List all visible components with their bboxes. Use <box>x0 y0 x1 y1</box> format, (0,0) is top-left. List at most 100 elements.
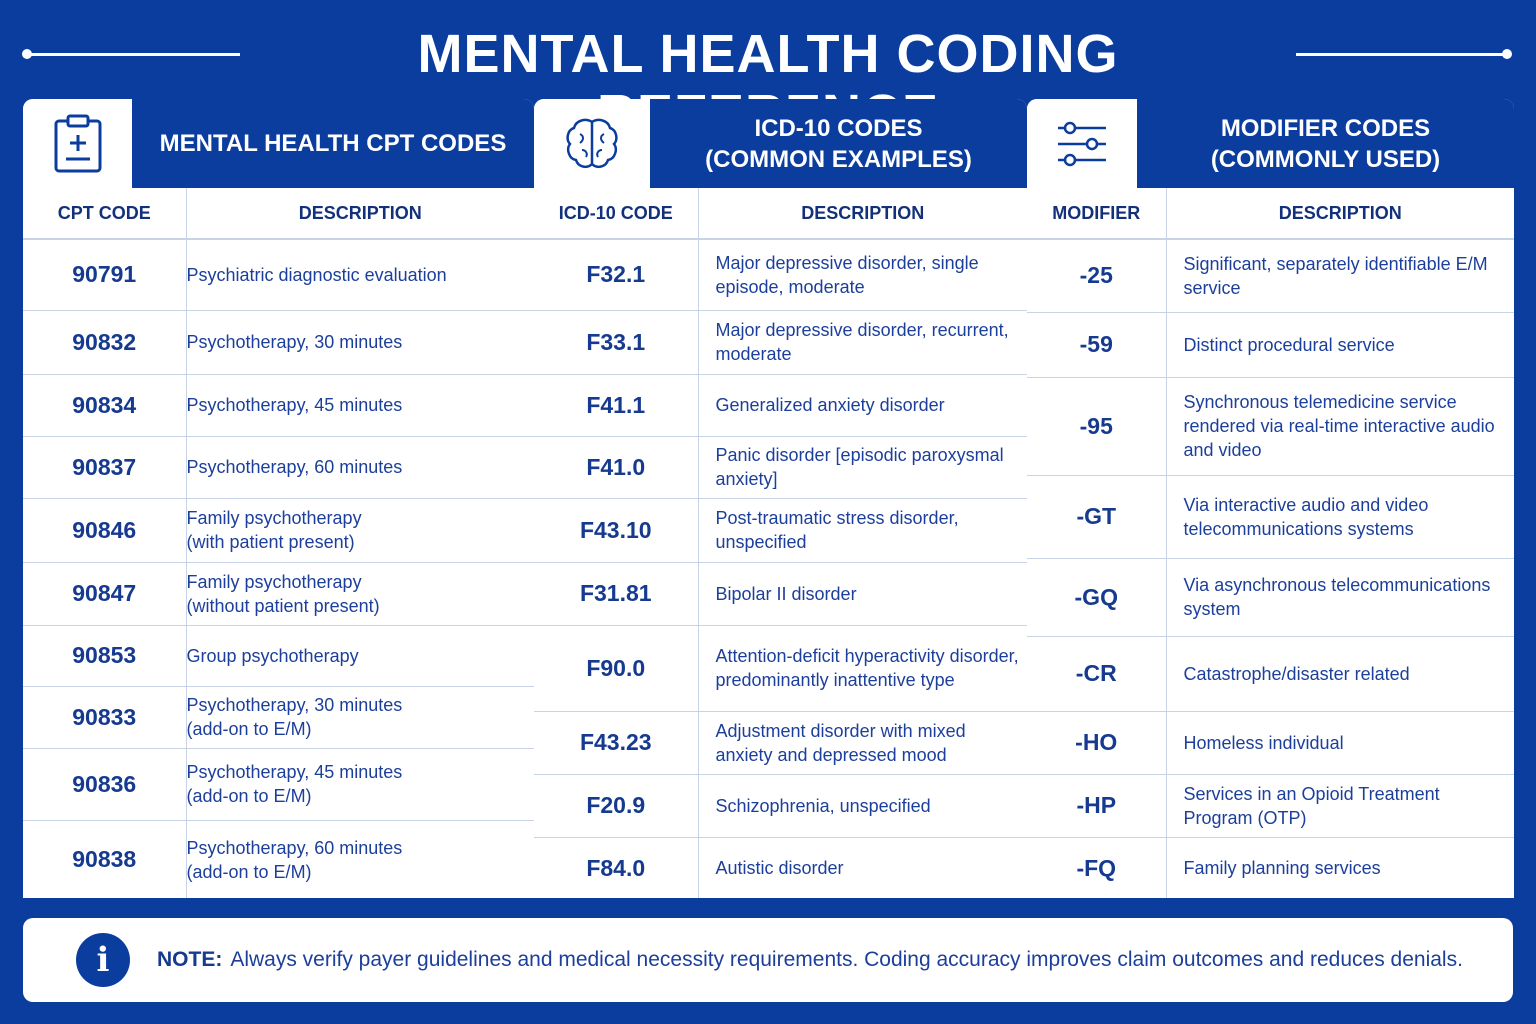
table-row: 90837 Psychotherapy, 60 minutes <box>23 436 534 499</box>
title-rule-dot-left <box>22 49 32 59</box>
description-cell: Psychotherapy, 45 minutes <box>186 374 534 437</box>
code-cell: F90.0 <box>534 625 699 712</box>
code-cell: 90832 <box>23 310 187 375</box>
description-cell: Psychotherapy, 30 minutes (add-on to E/M… <box>186 686 534 749</box>
code-cell: F31.81 <box>534 562 699 626</box>
column-header-code: ICD-10 CODE <box>534 188 699 240</box>
table-header-row: CPT CODE DESCRIPTION <box>23 188 534 240</box>
cpt-codes-panel: MENTAL HEALTH CPT CODES CPT CODE DESCRIP… <box>23 99 534 898</box>
table-row: F20.9 Schizophrenia, unspecified <box>534 774 1027 838</box>
description-cell: Homeless individual <box>1166 711 1514 775</box>
code-cell: 90836 <box>23 748 187 821</box>
table-row: 90832 Psychotherapy, 30 minutes <box>23 310 534 375</box>
description-cell: Family psychotherapy (with patient prese… <box>186 498 534 563</box>
mod-panel-header: MODIFIER CODES (COMMONLY USED) <box>1027 99 1514 188</box>
code-cell: F41.1 <box>534 374 699 437</box>
table-row: 90833 Psychotherapy, 30 minutes (add-on t… <box>23 686 534 749</box>
table-row: F43.10 Post-traumatic stress disorder, un… <box>534 498 1027 563</box>
note-label: NOTE: <box>157 948 223 971</box>
table-row: -59 Distinct procedural service <box>1027 312 1514 378</box>
description-cell: Major depressive disorder, single episod… <box>698 239 1027 311</box>
title-rule-right <box>1296 53 1510 56</box>
table-header-row: MODIFIER DESCRIPTION <box>1027 188 1514 240</box>
code-cell: F41.0 <box>534 436 699 499</box>
icd-panel-title: ICD-10 CODES (COMMON EXAMPLES) <box>650 99 1027 188</box>
code-cell: 90846 <box>23 498 187 563</box>
table-row: -GT Via interactive audio and video telec… <box>1027 475 1514 559</box>
table-row: 90846 Family psychotherapy (with patient … <box>23 498 534 563</box>
table-row: F43.23 Adjustment disorder with mixed anx… <box>534 711 1027 775</box>
table-row: -HP Services in an Opioid Treatment Progr… <box>1027 774 1514 838</box>
code-cell: F84.0 <box>534 837 699 898</box>
table-row: -95 Synchronous telemedicine service rend… <box>1027 377 1514 476</box>
mod-panel-title: MODIFIER CODES (COMMONLY USED) <box>1137 99 1514 188</box>
column-header-code: CPT CODE <box>23 188 187 240</box>
table-row: -HO Homeless individual <box>1027 711 1514 775</box>
description-cell: Synchronous telemedicine service rendere… <box>1166 377 1514 476</box>
title-rule-left <box>26 53 240 56</box>
description-cell: Catastrophe/disaster related <box>1166 636 1514 712</box>
code-cell: -59 <box>1027 312 1167 378</box>
description-cell: Significant, separately identifiable E/M… <box>1166 239 1514 313</box>
code-cell: -CR <box>1027 636 1167 712</box>
column-header-description: DESCRIPTION <box>698 188 1027 240</box>
description-cell: Via interactive audio and video telecomm… <box>1166 475 1514 559</box>
table-row: 90836 Psychotherapy, 45 minutes (add-on t… <box>23 748 534 821</box>
code-cell: F32.1 <box>534 239 699 311</box>
info-icon: i <box>76 933 130 987</box>
note-text: NOTE: Always verify payer guidelines and … <box>157 948 1463 972</box>
note-box: i NOTE: Always verify payer guidelines an… <box>23 918 1513 1002</box>
clipboard-icon <box>54 114 101 172</box>
code-cell: 90838 <box>23 820 187 898</box>
cpt-panel-title: MENTAL HEALTH CPT CODES <box>132 99 534 188</box>
code-cell: F33.1 <box>534 310 699 375</box>
table-row: -FQ Family planning services <box>1027 837 1514 898</box>
description-cell: Attention-deficit hyperactivity disorder… <box>698 625 1027 712</box>
table-row: F31.81 Bipolar II disorder <box>534 562 1027 626</box>
description-cell: Via asynchronous telecommunications syst… <box>1166 558 1514 637</box>
description-cell: Psychotherapy, 60 minutes <box>186 436 534 499</box>
title-rule-dot-right <box>1502 49 1512 59</box>
description-cell: Services in an Opioid Treatment Program … <box>1166 774 1514 838</box>
description-cell: Generalized anxiety disorder <box>698 374 1027 437</box>
code-cell: -HO <box>1027 711 1167 775</box>
column-header-code: MODIFIER <box>1027 188 1167 240</box>
note-body: Always verify payer guidelines and medic… <box>230 948 1463 971</box>
table-row: F33.1 Major depressive disorder, recurren… <box>534 310 1027 375</box>
table-row: F41.0 Panic disorder [episodic paroxysmal… <box>534 436 1027 499</box>
code-cell: 90833 <box>23 686 187 749</box>
table-row: F84.0 Autistic disorder <box>534 837 1027 898</box>
table-row: -25 Significant, separately identifiable … <box>1027 239 1514 313</box>
code-cell: 90853 <box>23 625 187 687</box>
code-cell: F43.23 <box>534 711 699 775</box>
table-row: -CR Catastrophe/disaster related <box>1027 636 1514 712</box>
column-header-description: DESCRIPTION <box>186 188 534 240</box>
description-cell: Family psychotherapy (without patient pr… <box>186 562 534 626</box>
code-cell: 90791 <box>23 239 187 311</box>
table-row: F32.1 Major depressive disorder, single e… <box>534 239 1027 311</box>
code-cell: 90847 <box>23 562 187 626</box>
table-row: 90791 Psychiatric diagnostic evaluation <box>23 239 534 311</box>
icd-panel-header: ICD-10 CODES (COMMON EXAMPLES) <box>534 99 1027 188</box>
cpt-panel-header: MENTAL HEALTH CPT CODES <box>23 99 534 188</box>
code-cell: -FQ <box>1027 837 1167 898</box>
title-bar: MENTAL HEALTH CODING REFERENCE <box>0 18 1536 144</box>
code-cell: -GT <box>1027 475 1167 559</box>
description-cell: Family planning services <box>1166 837 1514 898</box>
description-cell: Group psychotherapy <box>186 625 534 687</box>
description-cell: Panic disorder [episodic paroxysmal anxi… <box>698 436 1027 499</box>
table-row: F90.0 Attention-deficit hyperactivity dis… <box>534 625 1027 712</box>
code-cell: -HP <box>1027 774 1167 838</box>
modifier-codes-panel: MODIFIER CODES (COMMONLY USED) MODIFIER … <box>1027 99 1514 898</box>
description-cell: Psychiatric diagnostic evaluation <box>186 239 534 311</box>
table-row: 90834 Psychotherapy, 45 minutes <box>23 374 534 437</box>
table-row: 90853 Group psychotherapy <box>23 625 534 687</box>
description-cell: Major depressive disorder, recurrent, mo… <box>698 310 1027 375</box>
description-cell: Post-traumatic stress disorder, unspecif… <box>698 498 1027 563</box>
code-cell: -95 <box>1027 377 1167 476</box>
description-cell: Adjustment disorder with mixed anxiety a… <box>698 711 1027 775</box>
icd10-codes-table: ICD-10 CODE DESCRIPTION F32.1 Major depre… <box>534 188 1027 898</box>
code-cell: F43.10 <box>534 498 699 563</box>
description-cell: Psychotherapy, 45 minutes (add-on to E/M… <box>186 748 534 821</box>
table-row: F41.1 Generalized anxiety disorder <box>534 374 1027 437</box>
